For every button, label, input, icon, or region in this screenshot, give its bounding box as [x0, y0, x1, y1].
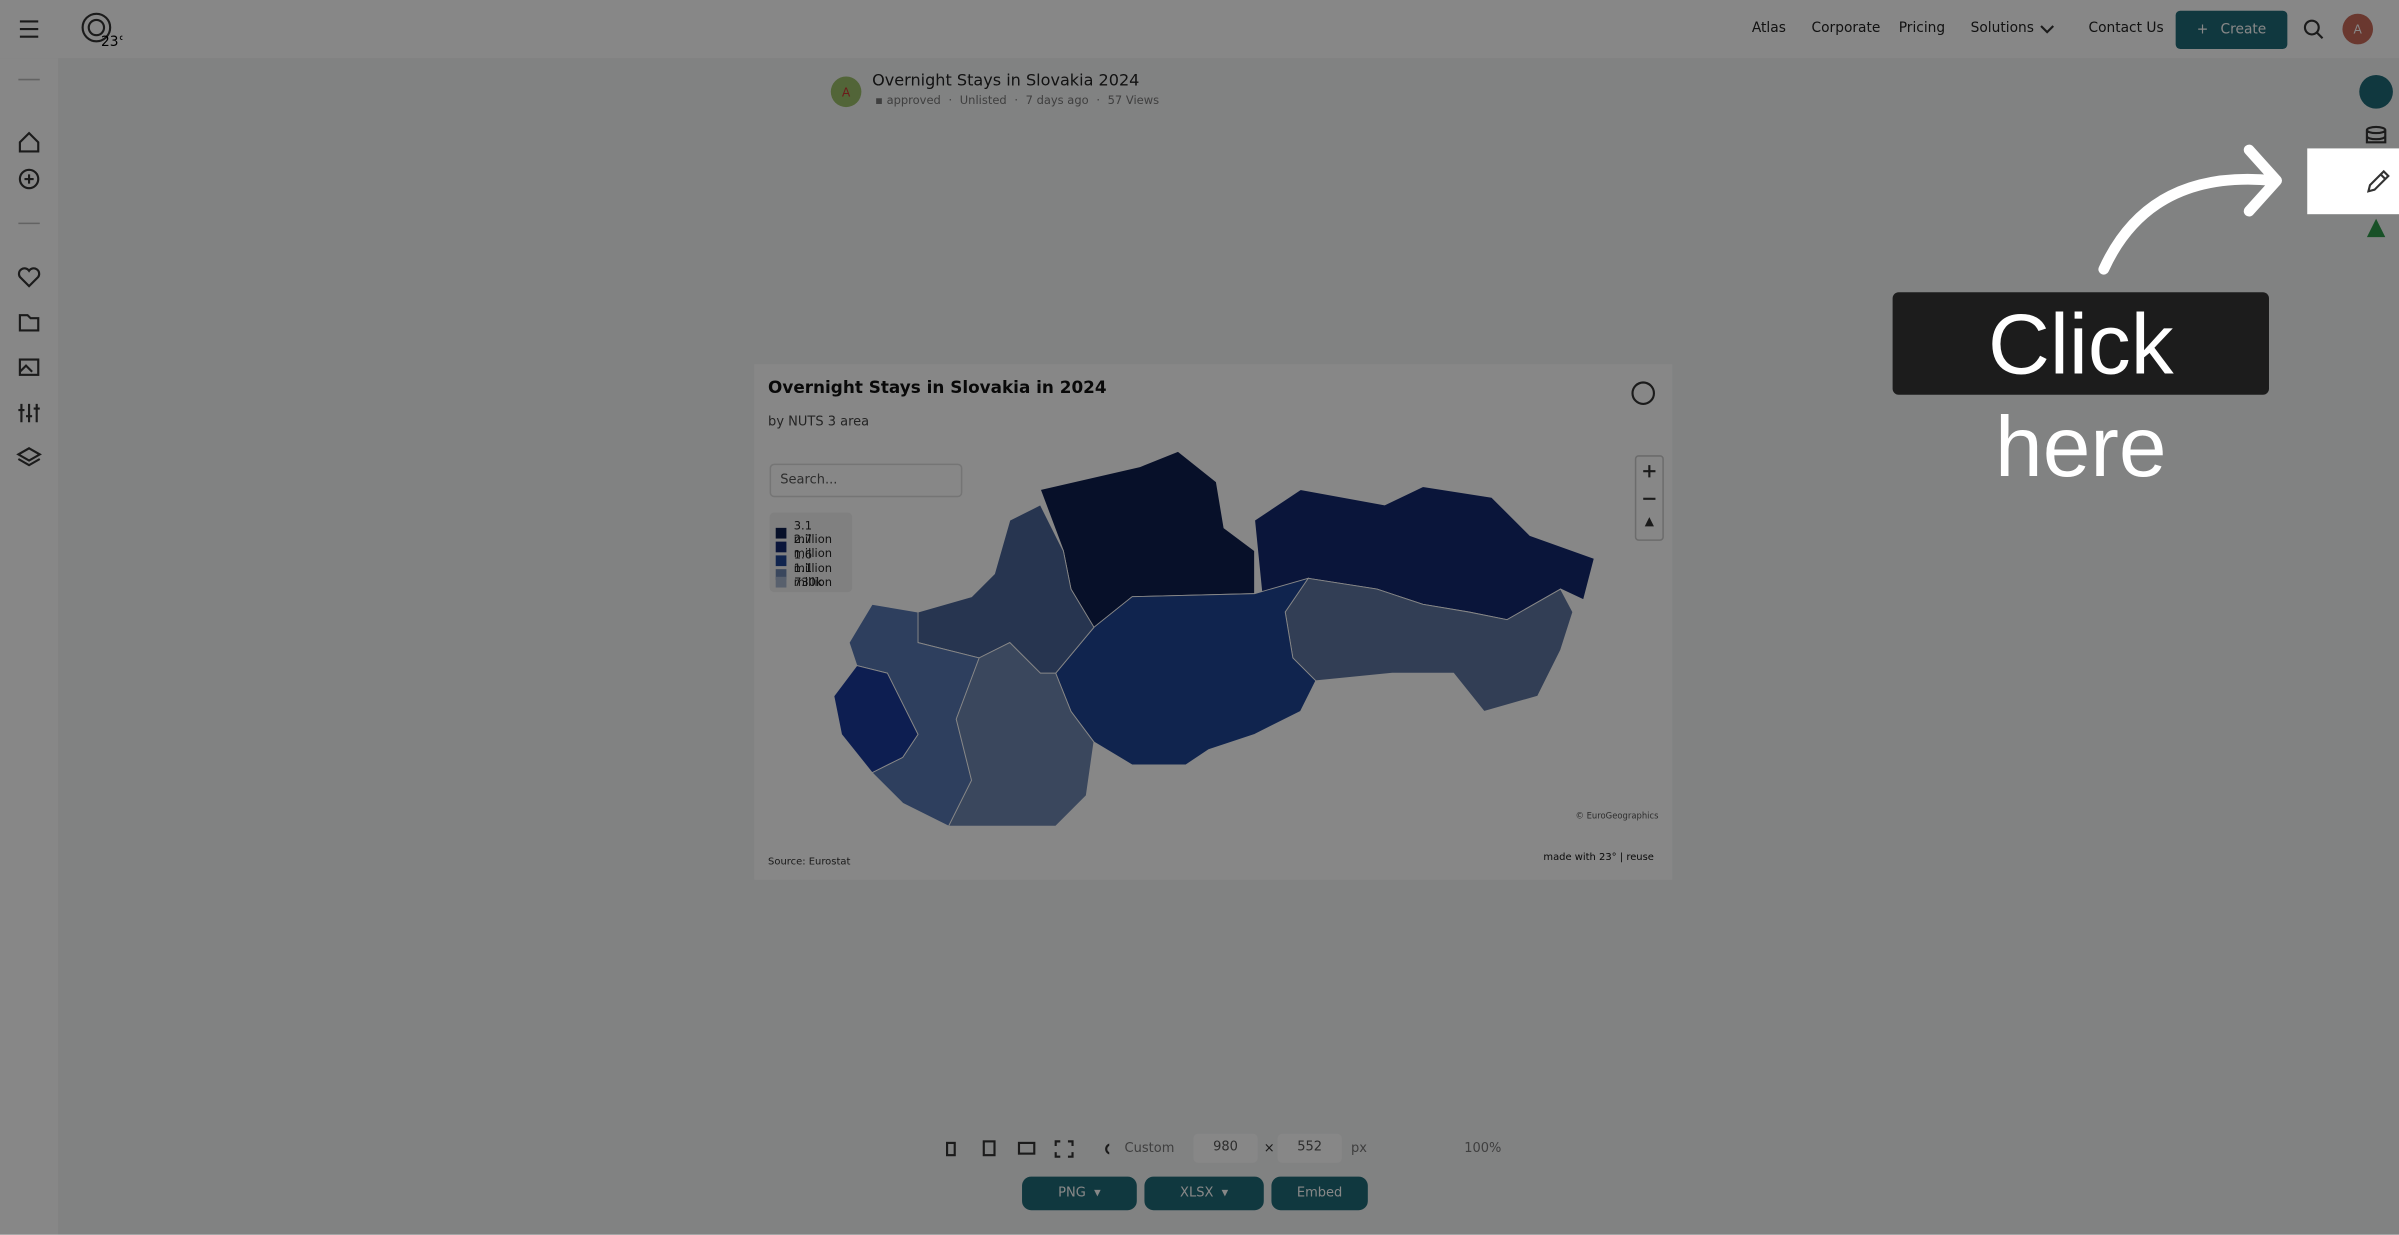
- meta-item: Unlisted: [959, 93, 1007, 108]
- nav-link[interactable]: Corporate: [1811, 21, 1881, 37]
- avatar[interactable]: A: [2342, 13, 2374, 45]
- legend-label: 3.1 million: [793, 518, 832, 547]
- button-label: Embed: [1296, 1185, 1343, 1202]
- reset-north[interactable]: [1644, 517, 1654, 527]
- legend-label: 1.6 million: [793, 547, 832, 575]
- map-search[interactable]: Search...: [769, 463, 963, 498]
- height-input[interactable]: 552: [1277, 1133, 1342, 1163]
- favorites-icon[interactable]: [17, 267, 41, 288]
- legend-swatch: [775, 555, 787, 567]
- legend-item: 1.6 million: [775, 547, 853, 575]
- zoom-controls: [1631, 381, 1664, 541]
- save-button[interactable]: [2359, 74, 2393, 109]
- region: [947, 642, 1095, 827]
- legend-label: 730k: [794, 575, 823, 590]
- legend-item: 1.1 million: [775, 561, 853, 589]
- legend-item: 2.7 million: [775, 532, 853, 561]
- nav-link[interactable]: Pricing: [1898, 21, 1946, 37]
- callout: Click here: [1892, 292, 2269, 494]
- legend-label: 1.1 million: [793, 561, 832, 589]
- plus-icon: +: [2196, 22, 2209, 38]
- meta-item: approved: [886, 93, 941, 108]
- legend-swatch: [775, 527, 787, 538]
- size-preset[interactable]: Custom: [1124, 1141, 1175, 1157]
- button-label: XLSX: [1180, 1185, 1214, 1202]
- post-title: Overnight Stays in Slovakia 2024: [872, 71, 1140, 91]
- header: 23° Atlas Corporate Pricing Solutions Co…: [0, 0, 2399, 59]
- right-toolbar: [2359, 74, 2393, 238]
- width-input[interactable]: 980: [1193, 1133, 1258, 1163]
- create-label: Create: [2220, 22, 2267, 38]
- legend-swatch: [775, 541, 787, 553]
- author-avatar[interactable]: A: [830, 76, 862, 108]
- source: Source: Eurostat: [768, 855, 851, 868]
- region: [833, 665, 919, 774]
- add-icon[interactable]: [18, 168, 40, 190]
- zoom-level: 100%: [1464, 1141, 1502, 1157]
- map: [833, 381, 1664, 827]
- highlight: [2307, 148, 2399, 215]
- preset-icon: [1105, 1143, 1110, 1155]
- desktop-view[interactable]: [1017, 1141, 1036, 1155]
- chart-card: Overnight Stays in Slovakia in 2024 by N…: [754, 364, 1673, 880]
- folder-tag[interactable]: ▪ approved: [875, 93, 941, 108]
- legend-item: 3.1 million: [775, 518, 853, 547]
- edit-button[interactable]: [2307, 148, 2399, 214]
- layers-icon[interactable]: [16, 447, 42, 467]
- tablet-view[interactable]: [982, 1140, 996, 1157]
- embed-button[interactable]: Embed: [1271, 1176, 1368, 1211]
- logo[interactable]: 23°: [80, 11, 123, 51]
- unit-select[interactable]: px: [1350, 1141, 1367, 1157]
- publish-button[interactable]: [2366, 218, 2386, 238]
- sidebar-icons: [16, 78, 42, 467]
- attribution: © EuroGeographics: [1575, 812, 1659, 822]
- menu-button[interactable]: [18, 20, 39, 38]
- create-button[interactable]: + Create: [2175, 10, 2288, 49]
- phone-view[interactable]: [945, 1141, 956, 1157]
- zoom-in[interactable]: [1643, 465, 1656, 478]
- chart-logo: [1631, 381, 1656, 405]
- chart-subtitle: by NUTS 3 area: [768, 414, 870, 430]
- credit[interactable]: made with 23° | reuse: [1543, 850, 1654, 863]
- arrow: [2098, 144, 2282, 275]
- folder-icon[interactable]: [18, 314, 40, 332]
- meta-item: 57 Views: [1107, 93, 1160, 108]
- logo-text: 23°: [101, 34, 122, 50]
- divider: [18, 78, 40, 225]
- data-button[interactable]: [2365, 125, 2387, 144]
- legend-swatch: [775, 577, 787, 588]
- post-meta: ▪ approved · Unlisted · 7 days ago · 57 Vie…: [875, 93, 1160, 108]
- device-icons: [945, 1140, 1110, 1158]
- home-icon[interactable]: [18, 131, 40, 153]
- legend-item: 730k: [775, 575, 823, 590]
- nav-link[interactable]: Contact Us: [2088, 21, 2164, 37]
- chart-title: Overnight Stays in Slovakia in 2024: [768, 377, 1107, 398]
- nav-link[interactable]: Atlas: [1751, 21, 1786, 37]
- dropdown-icon[interactable]: [2039, 24, 2055, 34]
- button-label: PNG: [1058, 1185, 1086, 1202]
- legend: 3.1 million 2.7 million 1.6 million 1.1 mil…: [769, 512, 853, 593]
- search-button[interactable]: [2303, 18, 2324, 40]
- meta-item: 7 days ago: [1025, 93, 1089, 108]
- legend-swatch: [775, 569, 787, 581]
- settings-icon[interactable]: [18, 403, 40, 423]
- legend-label: 2.7 million: [793, 532, 832, 561]
- times: ×: [1263, 1141, 1275, 1157]
- nav-link[interactable]: Solutions: [1970, 21, 2034, 37]
- xlsx-button[interactable]: XLSX ▾: [1144, 1176, 1264, 1211]
- images-icon[interactable]: [18, 358, 40, 376]
- fullscreen-view[interactable]: [1054, 1140, 1074, 1158]
- sidebar: [0, 58, 59, 1235]
- png-button[interactable]: PNG ▾: [1022, 1176, 1137, 1211]
